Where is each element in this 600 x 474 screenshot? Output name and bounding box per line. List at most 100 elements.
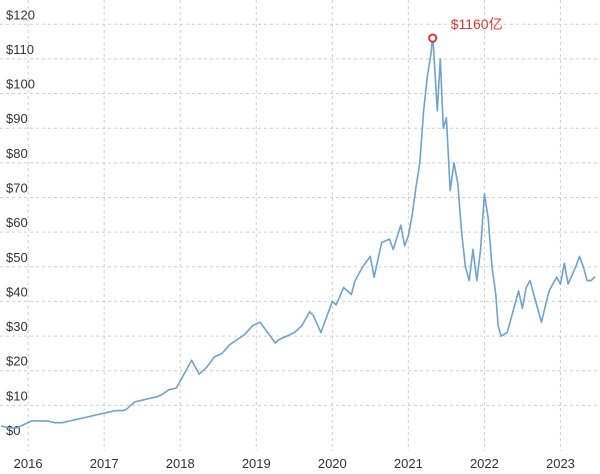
series-line [0,33,596,429]
data-point [457,183,459,185]
data-point [244,333,246,335]
data-point [495,293,497,296]
data-point [415,186,417,188]
data-point [156,396,159,398]
data-point [525,286,527,289]
y-tick-label: $40 [6,284,28,299]
data-point [23,423,25,426]
data-point [407,234,409,237]
x-tick-label: 2017 [90,456,119,471]
data-point [426,75,428,77]
data-point [464,266,466,268]
y-tick-label: $90 [6,111,28,126]
y-tick-label: $30 [6,319,28,334]
data-point [439,58,441,60]
data-point [586,280,588,282]
data-point [400,224,402,226]
data-point [442,127,444,129]
data-point [430,51,432,53]
data-point [354,280,356,282]
x-tick-label: 2023 [546,456,575,471]
data-point [76,418,79,420]
data-point [221,352,223,354]
data-point [206,366,208,368]
data-point [213,356,216,358]
data-point [236,338,238,341]
data-point [31,420,33,422]
data-point [563,262,565,264]
data-point [460,231,463,233]
data-point [187,366,189,368]
y-tick-label: $10 [6,388,28,403]
data-point [480,248,482,251]
x-axis-ticks: 2016 2017 2018 2019 2020 2021 2022 2023 [14,456,575,471]
x-tick-label: 2016 [14,456,43,471]
data-point [533,293,535,296]
data-point [506,331,508,334]
data-point [403,245,406,247]
y-axis-ticks: $0 $10 $20 $30 $40 $50 $60 $70 $80 $90 $100 $110 $12… [6,7,35,438]
data-point [500,335,502,337]
data-point [350,293,352,296]
data-point [472,248,474,251]
data-point [229,344,231,346]
y-tick-label: $50 [6,250,28,265]
data-point [529,280,531,282]
data-point [293,331,295,334]
data-points [0,34,596,429]
data-point [46,420,48,422]
data-point [556,276,558,278]
data-point [335,304,337,306]
data-point [369,255,371,257]
data-point [476,280,478,282]
data-point [198,373,200,375]
data-point [594,276,596,278]
data-point [251,325,254,327]
data-point [453,162,455,164]
data-point [92,415,94,417]
y-tick-label: $80 [6,146,28,161]
data-point [308,311,311,313]
data-point [54,422,56,424]
data-point [168,389,170,391]
data-point [191,359,193,361]
x-tick-label: 2022 [470,456,499,471]
y-tick-label: $70 [6,180,28,195]
data-point [483,193,486,195]
data-point [436,110,438,112]
data-point [373,276,375,278]
data-point [134,401,136,403]
data-point [278,338,280,341]
data-point [8,427,10,429]
data-point [487,217,489,219]
data-point [38,420,41,422]
data-point [362,266,364,268]
data-point [411,214,413,216]
data-point [179,380,181,382]
x-tick-label: 2018 [166,456,195,471]
data-point [16,427,18,429]
data-point [286,335,288,337]
data-point [69,420,71,422]
data-point [445,117,447,119]
y-tick-label: $20 [6,354,28,369]
data-point [122,409,124,412]
data-point [267,331,269,334]
data-point [590,280,592,282]
data-point [388,238,390,240]
data-point [160,394,162,396]
data-point [114,409,117,412]
data-point [567,283,569,285]
data-point [540,321,543,323]
data-point [61,422,63,424]
data-point [392,248,394,251]
data-point [84,416,86,419]
data-point [422,110,425,112]
peak-marker [428,33,438,43]
data-point [381,241,383,244]
data-point [327,311,330,313]
data-point [510,318,512,320]
y-tick-label: $120 [6,7,35,22]
data-point [126,408,128,410]
